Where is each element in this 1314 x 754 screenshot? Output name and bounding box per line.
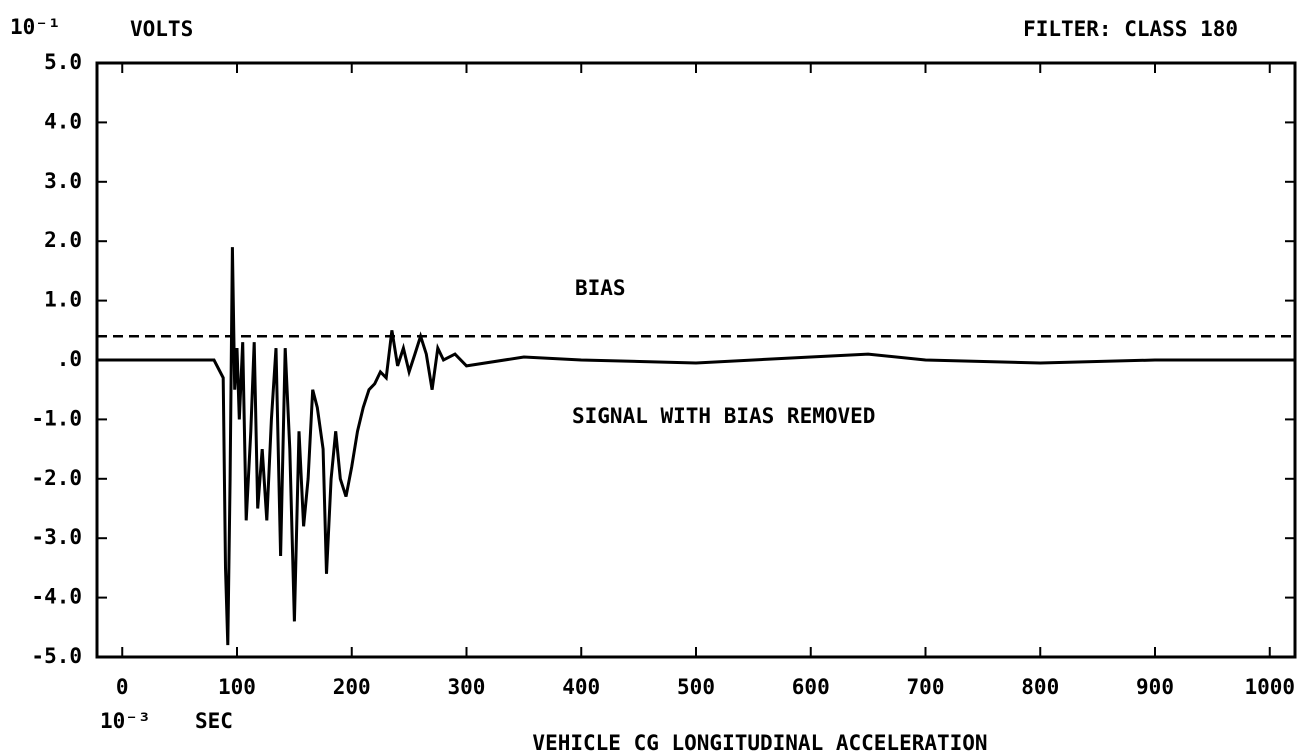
y-tick-label: 4.0 <box>44 109 82 133</box>
data-line <box>97 247 1295 646</box>
y-tick-label: -5.0 <box>31 644 82 668</box>
x-tick-label: 300 <box>448 675 486 699</box>
y-tick-label: 1.0 <box>44 288 82 312</box>
x-tick-label: 600 <box>792 675 830 699</box>
x-tick-label: 800 <box>1021 675 1059 699</box>
y-scale-label: 10⁻¹ <box>10 15 61 39</box>
annotation: SIGNAL WITH BIAS REMOVED <box>572 404 875 428</box>
x-tick-label: 500 <box>677 675 715 699</box>
y-tick-label: -1.0 <box>31 406 82 430</box>
x-tick-label: 1000 <box>1244 675 1295 699</box>
x-tick-label: 200 <box>333 675 371 699</box>
y-tick-label: -4.0 <box>31 585 82 609</box>
x-tick-label: 400 <box>562 675 600 699</box>
y-tick-label: 3.0 <box>44 169 82 193</box>
subtitle: FILTER: CLASS 180 <box>1023 17 1238 41</box>
y-tick-label: 2.0 <box>44 228 82 252</box>
y-tick-label: -2.0 <box>31 466 82 490</box>
x-tick-label: 100 <box>218 675 256 699</box>
x-scale-label: 10⁻³ <box>100 709 151 733</box>
annotation: BIAS <box>575 276 626 300</box>
chart-title: VEHICLE CG LONGITUDINAL ACCELERATION <box>532 731 987 754</box>
x-axis-label: SEC <box>195 709 233 733</box>
y-tick-label: .0 <box>57 347 82 371</box>
y-tick-label: -3.0 <box>31 525 82 549</box>
y-axis-label: VOLTS <box>130 17 193 41</box>
x-tick-label: 0 <box>116 675 129 699</box>
x-tick-label: 900 <box>1136 675 1174 699</box>
x-tick-label: 700 <box>907 675 945 699</box>
y-tick-label: 5.0 <box>44 50 82 74</box>
